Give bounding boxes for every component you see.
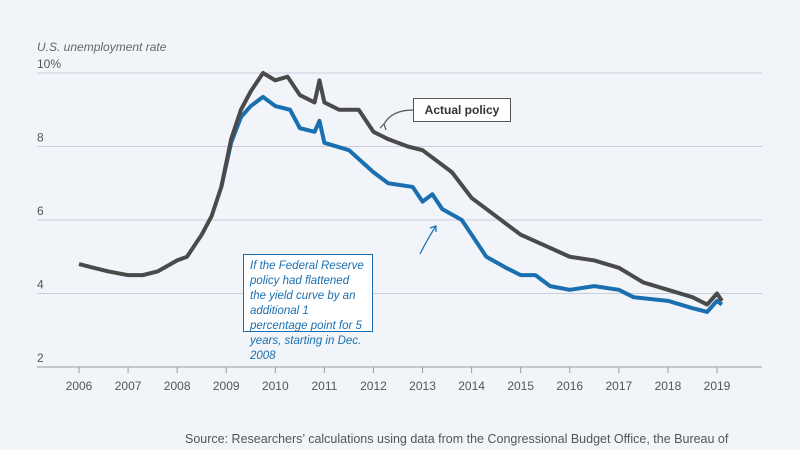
arrowhead-counterfactual bbox=[429, 225, 437, 232]
y-tick-label: 2 bbox=[37, 351, 44, 365]
x-tick-label: 2008 bbox=[164, 379, 191, 393]
arrow-actual bbox=[383, 109, 414, 125]
y-tick-label: 6 bbox=[37, 204, 44, 218]
x-tick-label: 2016 bbox=[556, 379, 583, 393]
x-tick-label: 2019 bbox=[704, 379, 731, 393]
source-note: Source: Researchers’ calculations using … bbox=[185, 432, 729, 446]
series-counterfactual-line bbox=[219, 94, 724, 314]
y-axis-label: U.S. unemployment rate bbox=[37, 40, 167, 54]
x-tick-label: 2012 bbox=[360, 379, 387, 393]
series-actual-line bbox=[78, 71, 724, 307]
annotation-actual-policy: Actual policy bbox=[413, 98, 511, 122]
arrow-counterfactual bbox=[419, 225, 437, 255]
x-tick-label: 2014 bbox=[458, 379, 485, 393]
x-tick-label: 2006 bbox=[66, 379, 93, 393]
x-tick-label: 2015 bbox=[507, 379, 534, 393]
x-tick-label: 2007 bbox=[115, 379, 142, 393]
x-tick-label: 2011 bbox=[311, 379, 337, 393]
y-tick-label: 8 bbox=[37, 131, 44, 145]
arrowhead-actual bbox=[379, 122, 387, 131]
x-tick-label: 2018 bbox=[655, 379, 682, 393]
x-tick-label: 2009 bbox=[213, 379, 240, 393]
y-tick-label: 4 bbox=[37, 278, 44, 292]
x-tick-label: 2013 bbox=[409, 379, 436, 393]
annotation-counterfactual: If the Federal Reserve policy had flatte… bbox=[243, 254, 373, 362]
y-tick-label: 10% bbox=[37, 57, 61, 71]
x-tick-label: 2017 bbox=[605, 379, 632, 393]
x-tick-label: 2010 bbox=[262, 379, 289, 393]
